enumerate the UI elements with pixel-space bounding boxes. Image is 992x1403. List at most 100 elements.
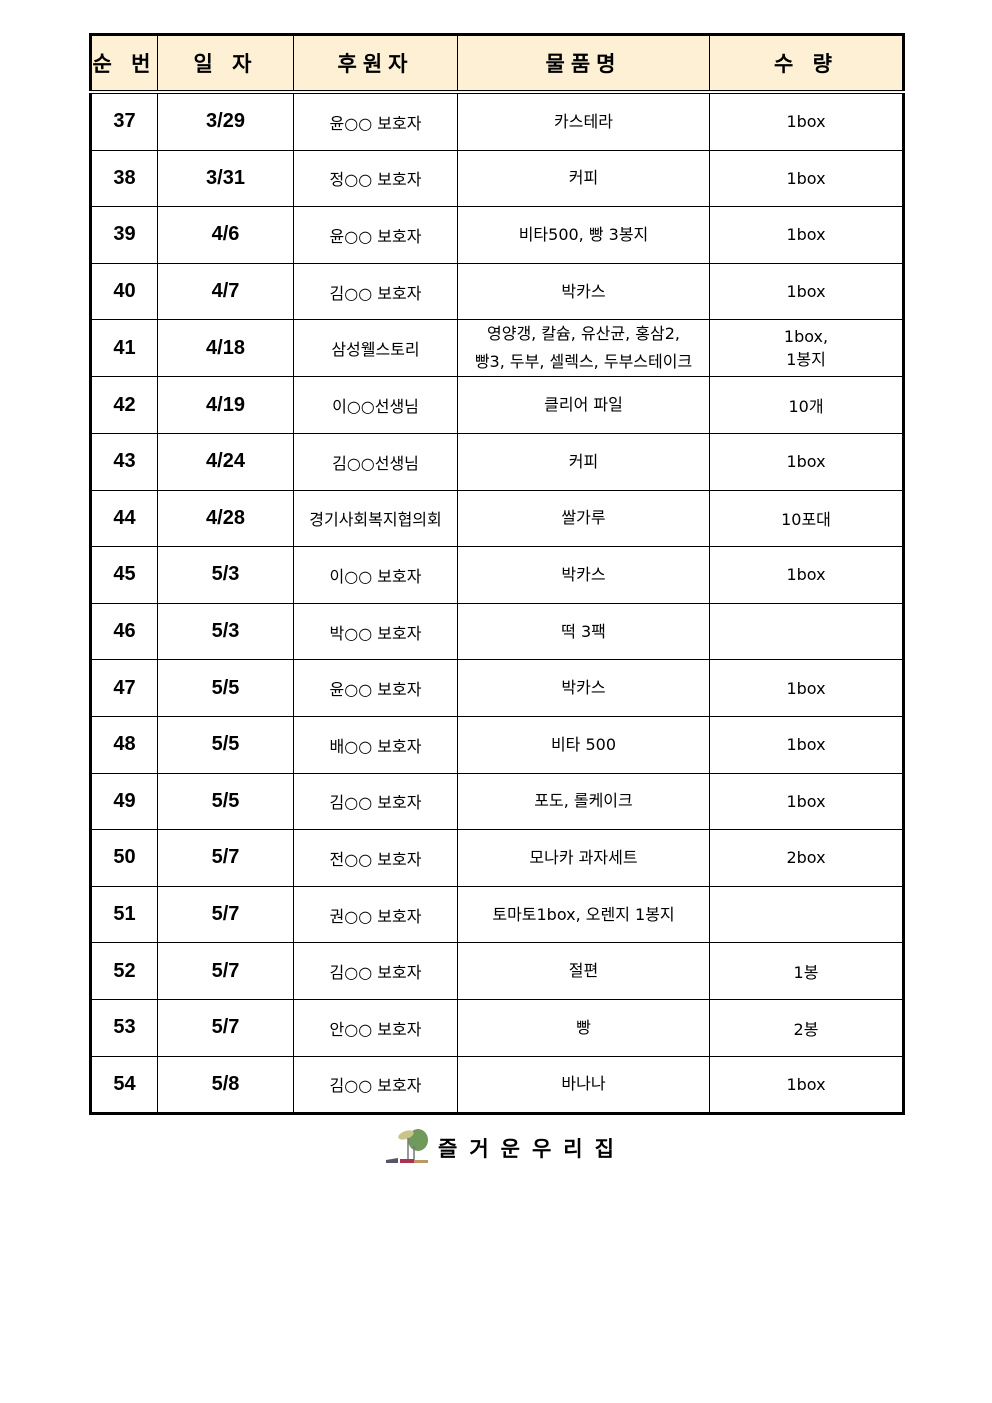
table-row: 43 4/24 김○○선생님 커피 1box	[90, 432, 904, 491]
row-quantity: 1box	[709, 206, 904, 264]
row-number: 49	[90, 772, 158, 831]
row-item: 커피	[457, 149, 710, 208]
plant-logo-icon	[384, 1126, 430, 1170]
row-donor: 정○○ 보호자	[293, 149, 458, 208]
row-quantity: 1box, 1봉지	[709, 319, 904, 378]
table-row: 54 5/8 김○○ 보호자 바나나 1box	[90, 1055, 904, 1115]
table-row: 52 5/7 김○○ 보호자 절편 1봉	[90, 942, 904, 1000]
row-date: 5/3	[157, 602, 294, 661]
row-item: 박카스	[457, 546, 710, 604]
row-item: 비타500, 빵 3봉지	[457, 206, 710, 264]
row-quantity: 1box	[709, 715, 904, 774]
row-number: 51	[90, 885, 158, 944]
row-donor: 삼성웰스토리	[293, 319, 458, 378]
row-donor: 윤○○ 보호자	[293, 206, 458, 264]
row-number: 43	[90, 432, 158, 491]
table-row: 39 4/6 윤○○ 보호자 비타500, 빵 3봉지 1box	[90, 206, 904, 264]
row-item: 커피	[457, 432, 710, 491]
row-date: 5/5	[157, 715, 294, 774]
row-item: 빵	[457, 998, 710, 1057]
table-row: 37 3/29 윤○○ 보호자 카스테라 1box	[90, 91, 904, 151]
row-quantity: 1봉	[709, 942, 904, 1000]
row-quantity: 1box	[709, 772, 904, 831]
row-item: 박카스	[457, 262, 710, 321]
row-quantity: 10포대	[709, 489, 904, 548]
row-donor: 이○○ 보호자	[293, 546, 458, 604]
table-row: 45 5/3 이○○ 보호자 박카스 1box	[90, 546, 904, 604]
row-item: 비타 500	[457, 715, 710, 774]
row-donor: 김○○선생님	[293, 432, 458, 491]
row-item: 바나나	[457, 1055, 710, 1115]
row-quantity	[709, 885, 904, 944]
header-date: 일 자	[157, 34, 294, 94]
row-quantity: 10개	[709, 376, 904, 434]
footer-title: 즐거운우리집	[438, 1137, 626, 1161]
table-row: 42 4/19 이○○선생님 클리어 파일 10개	[90, 376, 904, 434]
row-date: 4/28	[157, 489, 294, 548]
row-date: 5/7	[157, 998, 294, 1057]
row-item: 박카스	[457, 659, 710, 717]
row-date: 3/29	[157, 91, 294, 151]
row-item: 토마토1box, 오렌지 1봉지	[457, 885, 710, 944]
row-item: 카스테라	[457, 91, 710, 151]
row-donor: 윤○○ 보호자	[293, 659, 458, 717]
row-date: 5/3	[157, 546, 294, 604]
row-donor: 박○○ 보호자	[293, 602, 458, 661]
row-date: 5/7	[157, 942, 294, 1000]
row-item: 포도, 롤케이크	[457, 772, 710, 831]
header-item: 물품명	[457, 34, 710, 94]
table-row: 47 5/5 윤○○ 보호자 박카스 1box	[90, 659, 904, 717]
row-number: 46	[90, 602, 158, 661]
header-quantity: 수 량	[709, 34, 904, 94]
row-donor: 김○○ 보호자	[293, 772, 458, 831]
row-date: 4/6	[157, 206, 294, 264]
header-donor: 후원자	[293, 34, 458, 94]
row-donor: 김○○ 보호자	[293, 1055, 458, 1115]
row-donor: 배○○ 보호자	[293, 715, 458, 774]
row-number: 54	[90, 1055, 158, 1115]
row-date: 4/7	[157, 262, 294, 321]
donation-table: 순 번 일 자 후원자 물품명 수 량 37 3/29 윤○○ 보호자 카스테라 1bo…	[89, 33, 905, 1116]
row-number: 39	[90, 206, 158, 264]
row-number: 53	[90, 998, 158, 1057]
table-row: 51 5/7 권○○ 보호자 토마토1box, 오렌지 1봉지	[90, 885, 904, 944]
row-number: 50	[90, 829, 158, 887]
row-donor: 윤○○ 보호자	[293, 91, 458, 151]
row-number: 41	[90, 319, 158, 378]
row-number: 47	[90, 659, 158, 717]
row-donor: 이○○선생님	[293, 376, 458, 434]
row-quantity: 1box	[709, 262, 904, 321]
row-quantity: 1box	[709, 432, 904, 491]
row-number: 42	[90, 376, 158, 434]
row-date: 5/7	[157, 885, 294, 944]
row-number: 52	[90, 942, 158, 1000]
row-quantity: 1box	[709, 659, 904, 717]
row-donor: 안○○ 보호자	[293, 998, 458, 1057]
row-quantity: 2box	[709, 829, 904, 887]
row-quantity: 1box	[709, 149, 904, 208]
row-quantity: 2봉	[709, 998, 904, 1057]
row-number: 45	[90, 546, 158, 604]
table-row: 50 5/7 전○○ 보호자 모나카 과자세트 2box	[90, 829, 904, 887]
row-number: 44	[90, 489, 158, 548]
table-row: 38 3/31 정○○ 보호자 커피 1box	[90, 149, 904, 208]
row-date: 5/5	[157, 772, 294, 831]
table-row: 46 5/3 박○○ 보호자 떡 3팩	[90, 602, 904, 661]
row-date: 5/5	[157, 659, 294, 717]
footer: 즐거운우리집	[384, 1126, 626, 1170]
row-quantity: 1box	[709, 546, 904, 604]
row-date: 5/8	[157, 1055, 294, 1115]
row-donor: 전○○ 보호자	[293, 829, 458, 887]
row-number: 38	[90, 149, 158, 208]
row-date: 4/24	[157, 432, 294, 491]
row-quantity: 1box	[709, 91, 904, 151]
row-donor: 김○○ 보호자	[293, 942, 458, 1000]
header-number: 순 번	[90, 34, 158, 94]
row-item: 모나카 과자세트	[457, 829, 710, 887]
row-donor: 권○○ 보호자	[293, 885, 458, 944]
table-header-row: 순 번 일 자 후원자 물품명 수 량	[90, 34, 904, 94]
row-quantity: 1box	[709, 1055, 904, 1115]
table-row: 41 4/18 삼성웰스토리 영양갱, 칼슘, 유산균, 홍삼2, 빵3, 두부, 셀…	[90, 319, 904, 378]
table-row: 49 5/5 김○○ 보호자 포도, 롤케이크 1box	[90, 772, 904, 831]
row-donor: 경기사회복지협의회	[293, 489, 458, 548]
